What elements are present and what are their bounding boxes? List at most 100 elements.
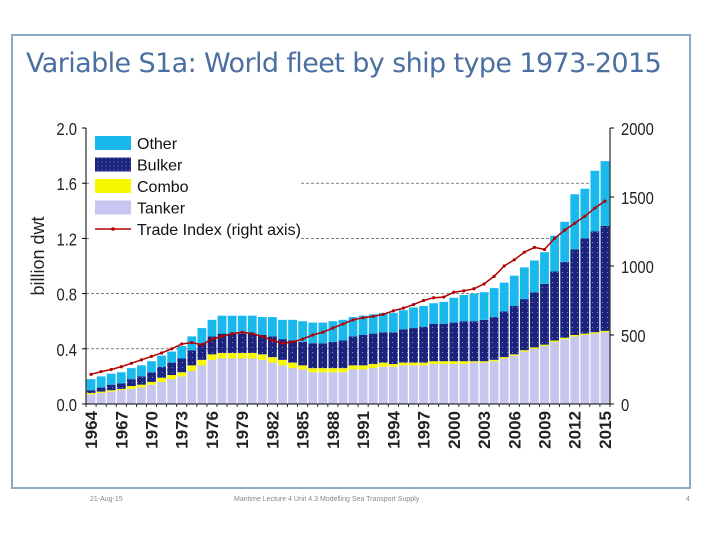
- trade-point-2010: [552, 236, 557, 240]
- bar-other-1978: [227, 315, 237, 334]
- bar-tanker-2000: [449, 363, 459, 404]
- y2-tick-label: 500: [621, 327, 646, 347]
- trade-point-2003: [482, 282, 486, 286]
- bar-bulker-1965: [96, 387, 106, 392]
- trade-point-1992: [371, 314, 375, 318]
- bar-other-1988: [328, 321, 338, 342]
- bar-bulker-1983: [278, 339, 287, 360]
- trade-point-1971: [159, 351, 164, 355]
- bar-tanker-1969: [137, 387, 146, 404]
- bar-combo-1992: [368, 363, 378, 369]
- bar-bulker-2009: [540, 283, 549, 345]
- bar-combo-1974: [187, 365, 197, 371]
- bar-other-1976: [207, 319, 217, 337]
- trade-point-1966: [109, 367, 113, 372]
- bar-other-2007: [519, 267, 529, 300]
- bar-combo-2008: [530, 347, 539, 349]
- x-tick-label: 1964: [82, 410, 101, 448]
- trade-point-1973: [180, 342, 184, 346]
- legend-swatch-tanker: [95, 200, 131, 215]
- bar-bulker-1978: [227, 333, 237, 353]
- y-tick-label: 1.6: [57, 175, 77, 195]
- bar-combo-1989: [338, 368, 348, 373]
- x-tick-label: 2015: [596, 411, 615, 449]
- bar-tanker-2013: [580, 335, 590, 404]
- trade-point-1965: [99, 369, 103, 374]
- bar-bulker-2002: [469, 321, 479, 362]
- x-tick-label: 1988: [324, 411, 343, 449]
- bar-bulker-2013: [580, 238, 590, 334]
- bar-bulker-1976: [207, 336, 217, 355]
- trade-point-2008: [532, 245, 537, 249]
- trade-index-line: [89, 199, 607, 376]
- bar-bulker-1973: [177, 358, 187, 373]
- trade-point-1983: [280, 341, 285, 345]
- bar-other-2004: [489, 288, 499, 318]
- bar-tanker-1964: [86, 394, 96, 404]
- bar-other-1984: [288, 319, 297, 341]
- bar-tanker-1982: [268, 362, 277, 404]
- bar-combo-2003: [479, 361, 489, 363]
- bar-tanker-1970: [147, 384, 156, 404]
- y2-tick-label: 1500: [621, 189, 654, 209]
- y-axis-title: billion dwt: [28, 216, 48, 295]
- bar-other-2015: [600, 161, 610, 226]
- bar-tanker-1996: [409, 365, 418, 404]
- bar-combo-1977: [217, 352, 227, 359]
- bar-other-2000: [449, 297, 459, 323]
- bar-bulker-2000: [449, 322, 459, 362]
- x-tick-label: 1970: [143, 411, 162, 449]
- bar-combo-2001: [459, 361, 469, 364]
- bar-other-1990: [348, 317, 358, 337]
- x-tick-label: 2000: [445, 411, 464, 449]
- trade-point-2012: [573, 221, 577, 225]
- bar-combo-1982: [268, 357, 277, 363]
- bar-bulker-2008: [530, 292, 539, 348]
- trade-point-1976: [210, 337, 214, 341]
- bar-bulker-1980: [247, 333, 257, 353]
- trade-point-1979: [240, 330, 244, 334]
- bar-tanker-1984: [288, 368, 297, 404]
- bar-combo-2012: [570, 335, 580, 337]
- bar-other-1980: [247, 315, 257, 334]
- bar-bulker-1992: [368, 333, 378, 364]
- bar-other-1994: [388, 312, 398, 333]
- bar-other-1986: [308, 322, 318, 344]
- bar-bulker-1990: [348, 336, 358, 366]
- bar-tanker-2009: [540, 346, 549, 404]
- bar-other-2014: [590, 170, 600, 232]
- bar-tanker-2001: [459, 363, 469, 404]
- bar-combo-2006: [509, 354, 519, 356]
- bar-tanker-1965: [96, 392, 106, 404]
- bar-tanker-1987: [318, 372, 328, 404]
- bar-combo-2000: [449, 361, 459, 364]
- trade-point-1994: [391, 309, 395, 313]
- bar-other-1999: [439, 301, 449, 324]
- bar-tanker-2010: [550, 341, 559, 404]
- trade-point-1982: [270, 338, 275, 343]
- bar-other-1965: [96, 376, 106, 388]
- bar-combo-1979: [237, 352, 247, 359]
- bar-tanker-1998: [429, 363, 439, 404]
- bar-bulker-2006: [509, 306, 519, 355]
- bar-combo-1973: [177, 372, 187, 377]
- bar-combo-1997: [419, 362, 428, 366]
- legend-label: Bulker: [137, 158, 183, 175]
- bar-combo-1966: [106, 390, 116, 392]
- bar-bulker-2005: [499, 311, 509, 358]
- bar-bulker-1991: [358, 335, 368, 366]
- bar-combo-1990: [348, 365, 358, 370]
- trade-point-1975: [200, 343, 204, 347]
- bar-combo-1993: [378, 362, 388, 367]
- bar-tanker-2007: [519, 351, 529, 404]
- trade-point-1997: [421, 298, 426, 303]
- trade-point-1986: [311, 333, 315, 337]
- bar-other-1973: [177, 346, 187, 359]
- bar-combo-1999: [439, 361, 449, 364]
- bar-combo-2011: [560, 337, 570, 340]
- y-tick-label: 0.8: [57, 285, 77, 305]
- bar-combo-1970: [147, 381, 156, 385]
- bar-combo-1971: [157, 377, 166, 382]
- trade-point-2007: [522, 250, 526, 254]
- bar-other-2010: [550, 235, 559, 272]
